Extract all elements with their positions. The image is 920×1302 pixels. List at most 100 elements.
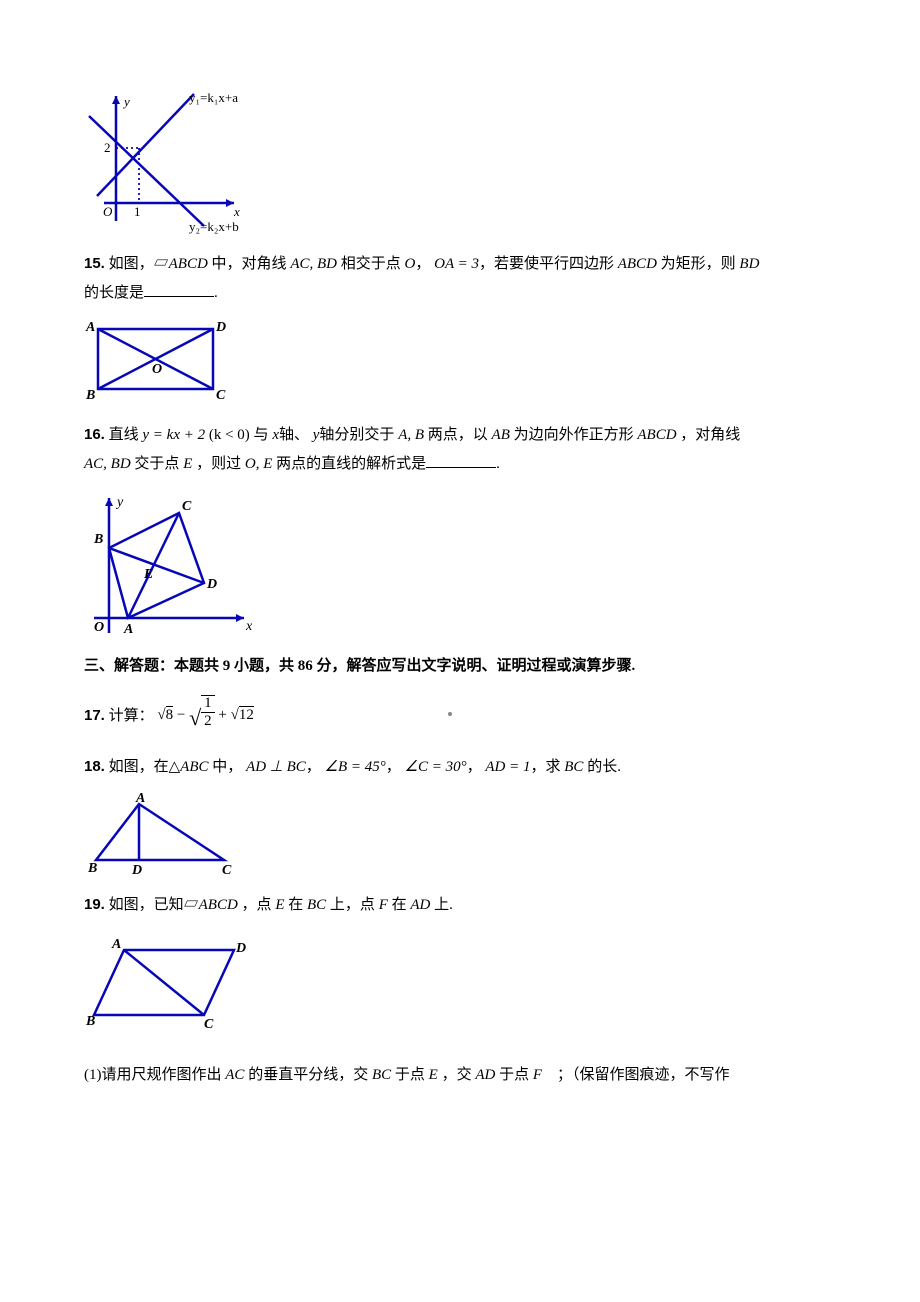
q18-tri: △ bbox=[169, 759, 181, 775]
q17-num: 17. bbox=[84, 706, 105, 723]
q15-o: O bbox=[405, 256, 416, 272]
q15: 15. 如图，▱ABCD 中，对角线 AC, BD 相交于点 O， OA = 3… bbox=[84, 250, 836, 307]
q17-text: 计算： bbox=[109, 707, 154, 723]
q15-tc: 相交于点 bbox=[341, 256, 401, 272]
q15-abcd: ABCD bbox=[169, 256, 208, 272]
q15-te: 为矩形，则 bbox=[661, 256, 736, 272]
fig-q16: O A B C D E x y bbox=[84, 488, 836, 638]
svg-text:B: B bbox=[85, 1014, 95, 1029]
svg-text:O: O bbox=[103, 204, 113, 219]
q15-blank bbox=[144, 281, 214, 297]
q18-tc: ，求 bbox=[531, 759, 561, 775]
svg-text:A: A bbox=[85, 320, 95, 335]
q19-tb: ，点 bbox=[242, 897, 272, 913]
fig-q19: A D B C bbox=[84, 935, 836, 1035]
svg-text:2: 2 bbox=[104, 140, 111, 155]
q19-tf: 上. bbox=[434, 897, 453, 913]
q19-td: 上，点 bbox=[330, 897, 375, 913]
svg-text:y₁=k₁x+a: y₁=k₁x+a bbox=[189, 90, 238, 105]
q18-s1: ， bbox=[306, 759, 321, 775]
fig-q18: A B D C bbox=[84, 792, 836, 877]
q16-tj: 两点的直线的解析式是 bbox=[276, 456, 426, 472]
q16-ta: 直线 bbox=[109, 427, 139, 443]
q19-1: (1)请用尺规作图作出 AC 的垂直平分线，交 BC 于点 E ，交 AD 于点… bbox=[84, 1061, 836, 1090]
q19-1-tail: ；（保留作图痕迹，不写作 bbox=[557, 1067, 730, 1083]
q19-1-num: (1) bbox=[84, 1067, 102, 1083]
q16-th: 交于点 bbox=[134, 456, 179, 472]
svg-text:C: C bbox=[222, 863, 232, 877]
svg-text:D: D bbox=[235, 941, 246, 956]
q16-ti: ，则过 bbox=[196, 456, 241, 472]
q16: 16. 直线 y = kx + 2 (k < 0) 与 x轴、 y轴分别交于 A… bbox=[84, 421, 836, 478]
page-dot bbox=[448, 712, 452, 716]
q17: 17. 计算： √8 − √12 + √12 bbox=[84, 695, 836, 740]
q19-1-ac: AC bbox=[225, 1067, 244, 1083]
q19-num: 19. bbox=[84, 896, 105, 913]
q19-ta: 如图，已知▱ bbox=[109, 897, 199, 913]
fig-q15: A D B C O bbox=[84, 317, 836, 407]
q19-1-ad: AD bbox=[475, 1067, 495, 1083]
q16-blank bbox=[426, 452, 496, 468]
q19-1-td: ，交 bbox=[442, 1067, 472, 1083]
q16-tf: 为边向外作正方形 bbox=[514, 427, 634, 443]
svg-text:x: x bbox=[233, 204, 240, 219]
fig19-svg: A D B C bbox=[84, 935, 254, 1035]
q19-te: 在 bbox=[392, 897, 407, 913]
svg-text:B: B bbox=[93, 532, 103, 547]
q18-bc: BC bbox=[564, 759, 583, 775]
svg-text:y: y bbox=[115, 495, 124, 510]
q16-cond: (k < 0) bbox=[209, 427, 250, 443]
svg-text:C: C bbox=[182, 499, 192, 514]
svg-text:E: E bbox=[143, 567, 153, 582]
q19-1-bc: BC bbox=[372, 1067, 391, 1083]
q19-e: E bbox=[275, 897, 284, 913]
q18-s3: ， bbox=[467, 759, 482, 775]
q16-tc: 轴、 bbox=[279, 427, 309, 443]
section-three-title: 三、解答题：本题共 9 小题，共 86 分，解答应写出文字说明、证明过程或演算步… bbox=[84, 652, 836, 681]
q18: 18. 如图，在△ABC 中， AD ⊥ BC， ∠B = 45°， ∠C = … bbox=[84, 753, 836, 782]
q16-period: . bbox=[496, 456, 500, 472]
fig18-svg: A B D C bbox=[84, 792, 244, 877]
q15-abcd2: ABCD bbox=[618, 256, 657, 272]
q16-x: x bbox=[272, 427, 279, 443]
svg-text:B: B bbox=[87, 861, 97, 876]
fig15-svg: A D B C O bbox=[84, 317, 234, 407]
q18-ad1: AD = 1 bbox=[485, 759, 530, 775]
q16-num: 16. bbox=[84, 426, 105, 443]
q18-abc: ABC bbox=[180, 759, 208, 775]
q15-oaeq: OA = 3 bbox=[434, 256, 479, 272]
q15-acbd: AC, BD bbox=[290, 256, 337, 272]
q16-ab2: AB bbox=[492, 427, 510, 443]
q16-tg: ，对角线 bbox=[680, 427, 740, 443]
q18-s2: ， bbox=[386, 759, 401, 775]
svg-text:C: C bbox=[216, 388, 226, 403]
q16-acbd: AC, BD bbox=[84, 456, 131, 472]
q19-tc: 在 bbox=[288, 897, 303, 913]
q15-ta: 如图，▱ bbox=[109, 256, 169, 272]
svg-text:1: 1 bbox=[134, 204, 141, 219]
q19-abcd: ABCD bbox=[199, 897, 238, 913]
q15-td: ，若要使平行四边形 bbox=[479, 256, 614, 272]
svg-text:O: O bbox=[94, 620, 104, 635]
q19-bc: BC bbox=[307, 897, 326, 913]
q16-ab: A, B bbox=[398, 427, 424, 443]
q15-period: . bbox=[214, 285, 218, 301]
svg-text:A: A bbox=[123, 622, 133, 637]
svg-text:B: B bbox=[85, 388, 95, 403]
q19-1-tc: 于点 bbox=[395, 1067, 425, 1083]
q18-ta: 如图，在 bbox=[109, 759, 169, 775]
svg-text:A: A bbox=[111, 937, 121, 952]
q18-num: 18. bbox=[84, 758, 105, 775]
svg-text:C: C bbox=[204, 1017, 214, 1032]
svg-text:O: O bbox=[152, 362, 162, 377]
svg-text:A: A bbox=[135, 792, 145, 806]
fig14-svg: y x O 1 2 y₁=k₁x+a y₂=k₂x+b bbox=[84, 86, 254, 236]
q18-angB: ∠B = 45° bbox=[325, 759, 386, 775]
q15-tf: 的长度是 bbox=[84, 285, 144, 301]
svg-text:D: D bbox=[215, 320, 226, 335]
q15-bd: BD bbox=[739, 256, 759, 272]
q18-adbc: AD ⊥ BC bbox=[246, 759, 306, 775]
fig16-svg: O A B C D E x y bbox=[84, 488, 264, 638]
svg-text:y: y bbox=[122, 94, 130, 109]
q16-te: 两点，以 bbox=[428, 427, 488, 443]
